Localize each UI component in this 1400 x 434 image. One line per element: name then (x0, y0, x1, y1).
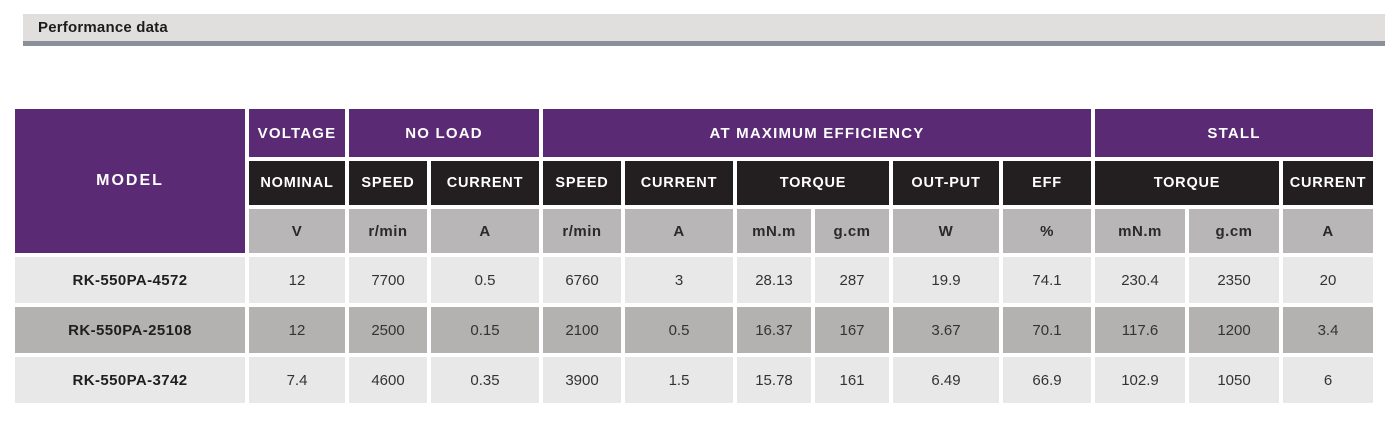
subheader-current-maxeff: CURRENT (625, 161, 733, 205)
table-row: RK-550PA-3742 7.4 4600 0.35 3900 1.5 15.… (15, 357, 1373, 403)
data-cell: 2500 (349, 307, 427, 353)
data-cell: 20 (1283, 257, 1373, 303)
model-cell: RK-550PA-3742 (15, 357, 245, 403)
group-header-row: MODEL VOLTAGE NO LOAD AT MAXIMUM EFFICIE… (15, 109, 1373, 253)
performance-table: MODEL VOLTAGE NO LOAD AT MAXIMUM EFFICIE… (11, 105, 1377, 407)
units-row: V r/min A r/min A mN.m g.cm W % mN.m g.c… (15, 209, 1373, 253)
data-cell: 6760 (543, 257, 621, 303)
data-cell: 66.9 (1003, 357, 1091, 403)
data-cell: 102.9 (1095, 357, 1185, 403)
data-cell: 6.49 (893, 357, 999, 403)
table-row: RK-550PA-4572 12 7700 0.5 6760 3 28.13 2… (15, 257, 1373, 303)
data-cell: 3 (625, 257, 733, 303)
section-title: Performance data (38, 19, 168, 36)
unit-cell: mN.m (1095, 209, 1185, 253)
unit-cell: V (249, 209, 345, 253)
subheader-torque-stall: TORQUE (1095, 161, 1279, 205)
data-cell: 1200 (1189, 307, 1279, 353)
data-cell: 3900 (543, 357, 621, 403)
subheader-speed-maxeff: SPEED (543, 161, 621, 205)
subheader-speed-noload: SPEED (349, 161, 427, 205)
unit-cell: A (431, 209, 539, 253)
subheader-torque-maxeff: TORQUE (737, 161, 889, 205)
data-cell: 1.5 (625, 357, 733, 403)
data-cell: 70.1 (1003, 307, 1091, 353)
data-cell: 2350 (1189, 257, 1279, 303)
unit-cell: % (1003, 209, 1091, 253)
header-model: MODEL (15, 109, 245, 253)
data-cell: 161 (815, 357, 889, 403)
data-cell: 0.35 (431, 357, 539, 403)
data-cell: 4600 (349, 357, 427, 403)
data-cell: 0.15 (431, 307, 539, 353)
model-cell: RK-550PA-4572 (15, 257, 245, 303)
subheader-eff: EFF (1003, 161, 1091, 205)
data-cell: 230.4 (1095, 257, 1185, 303)
data-cell: 28.13 (737, 257, 811, 303)
sub-header-row: NOMINAL SPEED CURRENT SPEED CURRENT TORQ… (15, 161, 1373, 205)
data-cell: 74.1 (1003, 257, 1091, 303)
header-at-max-efficiency: AT MAXIMUM EFFICIENCY (543, 109, 1091, 157)
data-cell: 0.5 (625, 307, 733, 353)
data-cell: 117.6 (1095, 307, 1185, 353)
unit-cell: A (1283, 209, 1373, 253)
data-cell: 1050 (1189, 357, 1279, 403)
unit-cell: W (893, 209, 999, 253)
unit-cell: mN.m (737, 209, 811, 253)
data-cell: 19.9 (893, 257, 999, 303)
subheader-current-stall: CURRENT (1283, 161, 1373, 205)
data-cell: 0.5 (431, 257, 539, 303)
unit-cell: g.cm (815, 209, 889, 253)
data-cell: 3.4 (1283, 307, 1373, 353)
header-stall: STALL (1095, 109, 1373, 157)
data-cell: 287 (815, 257, 889, 303)
subheader-nominal: NOMINAL (249, 161, 345, 205)
data-cell: 167 (815, 307, 889, 353)
model-cell: RK-550PA-25108 (15, 307, 245, 353)
data-cell: 2100 (543, 307, 621, 353)
subheader-current-noload: CURRENT (431, 161, 539, 205)
data-cell: 7700 (349, 257, 427, 303)
unit-cell: r/min (543, 209, 621, 253)
data-cell: 12 (249, 257, 345, 303)
header-voltage: VOLTAGE (249, 109, 345, 157)
unit-cell: A (625, 209, 733, 253)
data-cell: 15.78 (737, 357, 811, 403)
unit-cell: r/min (349, 209, 427, 253)
unit-cell: g.cm (1189, 209, 1279, 253)
data-cell: 6 (1283, 357, 1373, 403)
data-cell: 16.37 (737, 307, 811, 353)
table-row: RK-550PA-25108 12 2500 0.15 2100 0.5 16.… (15, 307, 1373, 353)
header-no-load: NO LOAD (349, 109, 539, 157)
data-cell: 12 (249, 307, 345, 353)
data-cell: 7.4 (249, 357, 345, 403)
section-header-bar: Performance data (23, 14, 1385, 46)
data-cell: 3.67 (893, 307, 999, 353)
subheader-output: OUT-PUT (893, 161, 999, 205)
